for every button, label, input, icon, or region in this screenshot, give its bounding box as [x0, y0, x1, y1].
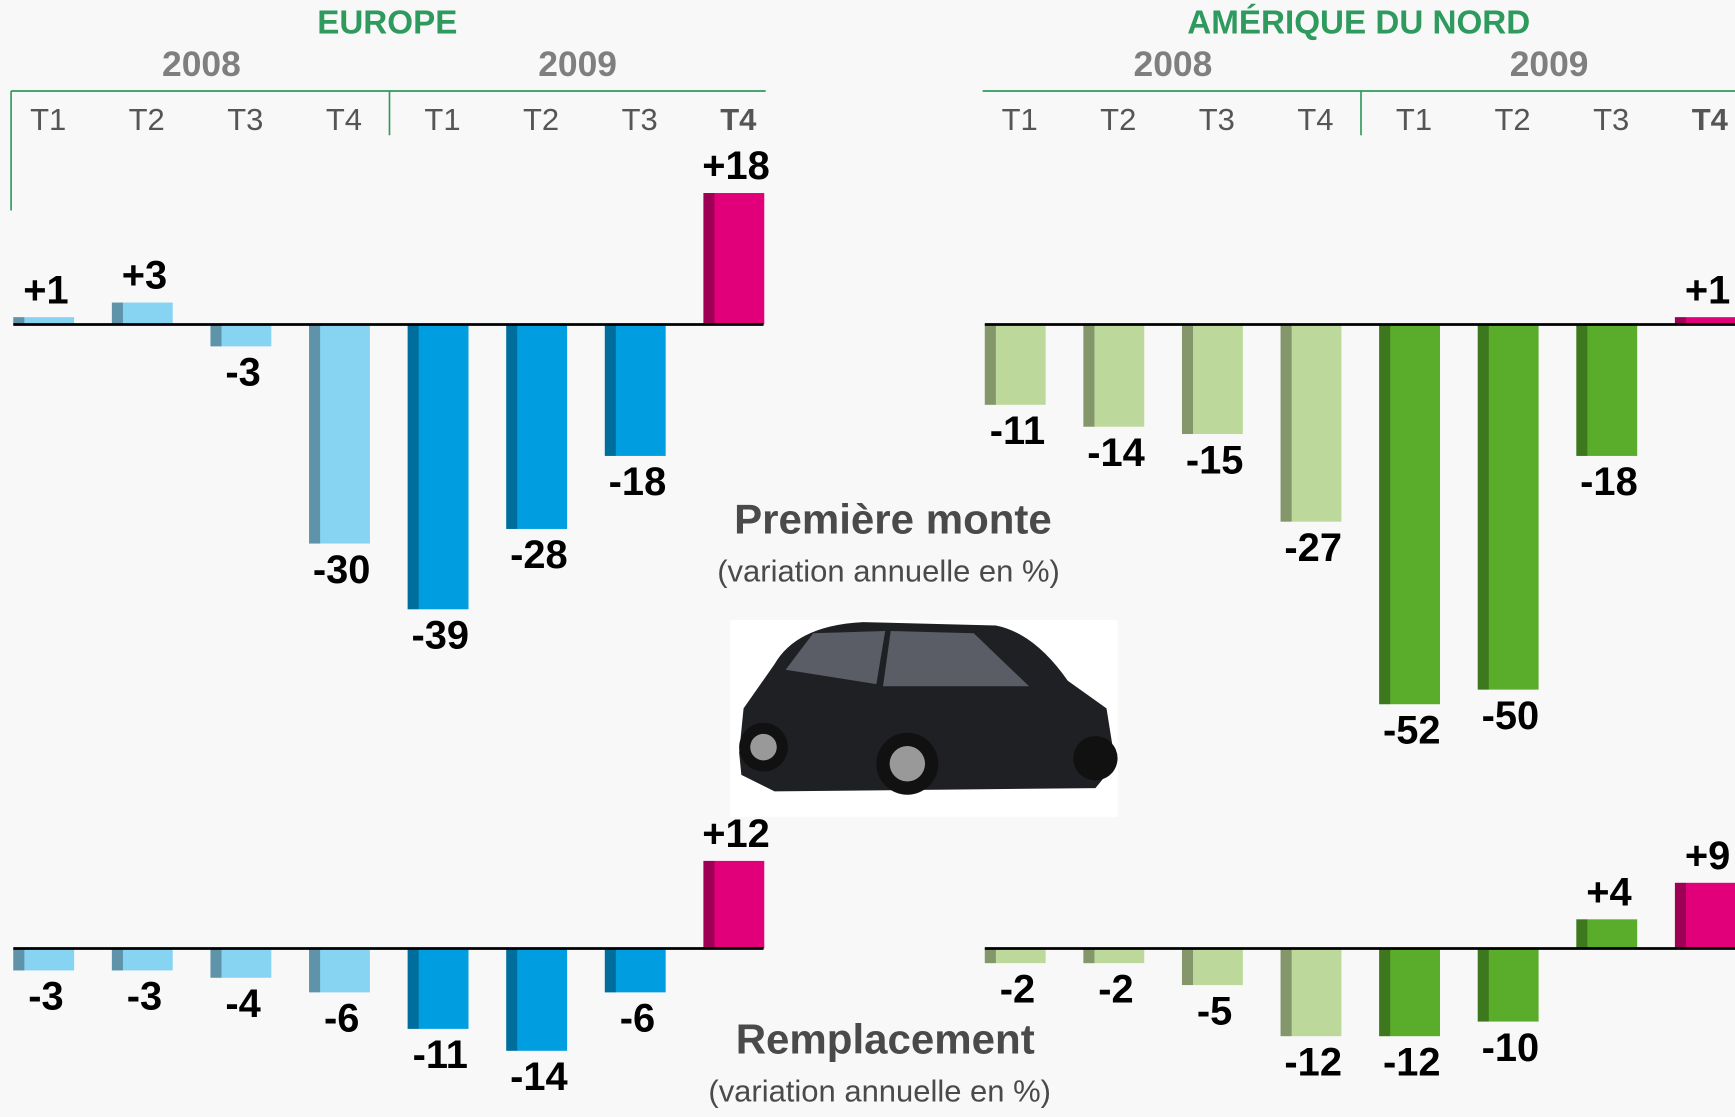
- value-label: -15: [1186, 438, 1244, 482]
- bar-shade: [605, 949, 616, 993]
- year-label: 2009: [1510, 44, 1589, 84]
- bar-shade: [1281, 949, 1292, 1037]
- region-title: EUROPE: [317, 4, 457, 41]
- value-label: -3: [28, 975, 63, 1019]
- value-label: -39: [411, 614, 469, 658]
- bar-shade: [1478, 324, 1489, 689]
- value-label: -12: [1383, 1040, 1441, 1084]
- value-label: -18: [1580, 460, 1638, 504]
- bar-shade: [210, 324, 221, 346]
- bar-shade: [1182, 324, 1193, 434]
- value-label: -28: [510, 533, 568, 577]
- value-label: +12: [702, 812, 770, 856]
- value-label: -27: [1284, 526, 1342, 570]
- section-title: Remplacement: [736, 1016, 1035, 1063]
- value-label: -11: [990, 409, 1045, 453]
- value-label: +4: [1586, 871, 1631, 915]
- bar-shade: [1576, 919, 1587, 948]
- value-label: -6: [620, 997, 655, 1041]
- x-tick-label: T1: [1396, 102, 1432, 137]
- bar-shade: [985, 949, 996, 964]
- x-tick-label: T2: [523, 102, 559, 137]
- x-tick-label: T4: [1692, 102, 1729, 137]
- bar-shade: [1478, 949, 1489, 1022]
- year-label: 2008: [162, 44, 241, 84]
- x-tick-label: T3: [227, 102, 263, 137]
- region-title: AMÉRIQUE DU NORD: [1187, 3, 1530, 41]
- chart: Première monte (variation annuelle en %)…: [0, 0, 1735, 1117]
- section-subtitle: (variation annuelle en %): [708, 1074, 1051, 1109]
- bar-shade: [1083, 324, 1094, 426]
- value-label: +18: [702, 144, 770, 188]
- bar-shade: [1379, 324, 1390, 704]
- x-tick-label: T4: [326, 102, 362, 137]
- section-title: Première monte: [734, 496, 1052, 543]
- value-label: -11: [413, 1033, 468, 1077]
- x-tick-label: T3: [1593, 102, 1629, 137]
- car-image: [730, 620, 1117, 817]
- value-label: -3: [225, 351, 260, 395]
- x-tick-label: T2: [1495, 102, 1531, 137]
- value-label: -10: [1482, 1026, 1540, 1070]
- x-tick-label: T1: [30, 102, 66, 137]
- bar-shade: [13, 949, 24, 971]
- value-label: -12: [1284, 1040, 1342, 1084]
- value-label: +3: [122, 254, 167, 298]
- bar-shade: [112, 303, 123, 325]
- x-tick-label: T4: [1297, 102, 1333, 137]
- x-tick-label: T2: [129, 102, 165, 137]
- bar-shade: [408, 324, 419, 609]
- value-label: +1: [1685, 268, 1730, 312]
- value-label: +1: [23, 268, 68, 312]
- section-subtitle: (variation annuelle en %): [717, 554, 1060, 589]
- x-tick-label: T1: [1002, 102, 1038, 137]
- year-label: 2009: [538, 44, 617, 84]
- value-label: -30: [313, 548, 371, 592]
- x-tick-label: T2: [1100, 102, 1136, 137]
- x-tick-label: T3: [622, 102, 658, 137]
- bar-shade: [210, 949, 221, 978]
- value-label: -50: [1482, 694, 1540, 738]
- value-label: -5: [1197, 989, 1232, 1033]
- bar-shade: [985, 324, 996, 404]
- value-label: -2: [1098, 967, 1133, 1011]
- value-label: -4: [225, 982, 260, 1026]
- bar-shade: [1182, 949, 1193, 986]
- bar-shade: [309, 949, 320, 993]
- value-label: -6: [324, 997, 359, 1041]
- bar-shade: [1675, 883, 1686, 949]
- value-label: +9: [1685, 834, 1730, 878]
- x-tick-label: T1: [424, 102, 460, 137]
- value-label: -2: [1000, 967, 1035, 1011]
- bar-shade: [506, 949, 517, 1051]
- bar-shade: [309, 324, 320, 543]
- bar-shade: [506, 324, 517, 528]
- value-label: -14: [510, 1055, 568, 1099]
- bar-shade: [703, 861, 714, 949]
- x-tick-label: T4: [720, 102, 757, 137]
- bar-shade: [1281, 324, 1292, 521]
- bar-shade: [1576, 324, 1587, 455]
- bar-shade: [112, 949, 123, 971]
- value-label: -3: [127, 975, 162, 1019]
- page: Première monte (variation annuelle en %)…: [0, 0, 1735, 1117]
- bar-shade: [703, 193, 714, 324]
- value-label: -18: [609, 460, 667, 504]
- bar-shade: [1379, 949, 1390, 1037]
- x-tick-label: T3: [1199, 102, 1235, 137]
- value-label: -14: [1087, 431, 1145, 475]
- bar-shade: [1083, 949, 1094, 964]
- value-label: -52: [1383, 709, 1441, 753]
- bar-shade: [605, 324, 616, 455]
- bar-shade: [408, 949, 419, 1029]
- year-label: 2008: [1134, 44, 1213, 84]
